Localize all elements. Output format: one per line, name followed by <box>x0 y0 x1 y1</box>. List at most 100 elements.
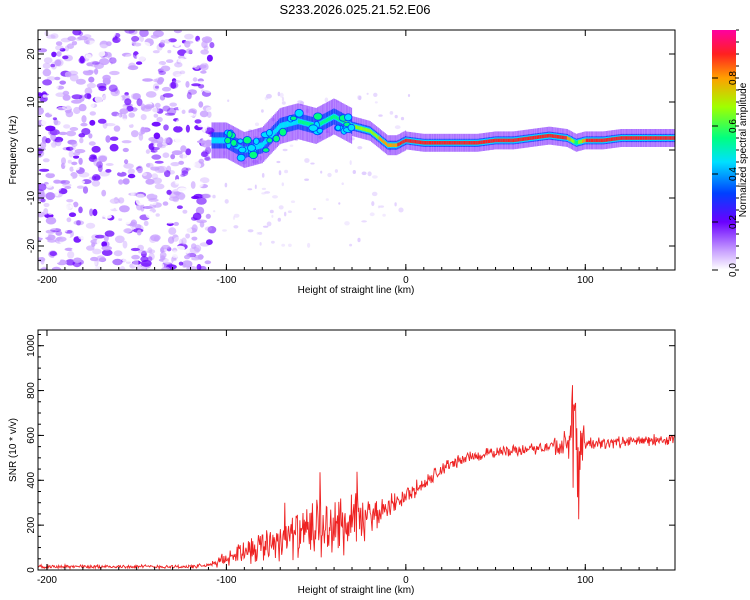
noise-blob <box>173 221 179 226</box>
noise-blob <box>91 145 101 153</box>
noise-blob <box>135 197 146 206</box>
y-tick-label: 800 <box>26 382 37 399</box>
colorbar-ticks: 0.0 0.2 0.4 0.6 0.8 <box>712 29 739 277</box>
ridge-blob <box>237 138 244 144</box>
noise-blob <box>371 191 378 197</box>
noise-blob <box>87 40 96 45</box>
noise-blob <box>112 258 123 266</box>
noise-blob <box>146 30 153 36</box>
noise-blob <box>122 257 133 263</box>
noise-blob <box>181 212 190 220</box>
noise-blob <box>174 137 183 143</box>
noise-blob <box>78 57 86 64</box>
noise-blob <box>147 256 153 262</box>
noise-blob <box>185 167 191 171</box>
noise-blob <box>102 103 110 109</box>
noise-blob <box>170 154 176 160</box>
spectrogram-y-ticks: -20 -10 0 10 20 <box>26 29 675 271</box>
noise-blob <box>259 242 262 246</box>
noise-blob <box>141 51 148 57</box>
noise-blob <box>131 45 138 51</box>
noise-blob <box>109 70 120 76</box>
noise-blob <box>278 205 284 210</box>
y-tick-label: 10 <box>26 96 37 108</box>
noise-blob <box>101 245 112 251</box>
noise-blob <box>64 175 73 180</box>
noise-blob <box>73 220 85 226</box>
noise-blob <box>361 171 367 176</box>
noise-blob <box>164 137 170 144</box>
noise-blob <box>59 204 68 212</box>
noise-blob <box>136 61 143 65</box>
noise-blob <box>138 133 144 141</box>
noise-blob <box>111 111 120 117</box>
noise-blob <box>206 239 213 246</box>
noise-blob <box>51 266 62 270</box>
noise-blob <box>150 166 160 171</box>
noise-blob <box>324 97 329 103</box>
noise-blob <box>121 218 132 225</box>
colorbar-tick-label: 0.4 <box>728 167 739 181</box>
noise-blob <box>146 117 152 124</box>
noise-blob <box>162 105 171 112</box>
noise-blob <box>379 205 385 208</box>
noise-blob <box>98 221 108 229</box>
noise-blob <box>170 162 180 167</box>
noise-blob <box>67 251 75 259</box>
noise-blob <box>161 86 172 92</box>
noise-blob <box>60 180 70 185</box>
noise-blob <box>122 240 128 249</box>
noise-blob <box>92 61 100 65</box>
noise-blob <box>42 158 50 163</box>
noise-blob <box>65 247 73 251</box>
noise-blob <box>73 201 79 208</box>
noise-blob <box>185 249 191 254</box>
noise-blob <box>177 182 185 187</box>
noise-blob <box>224 199 229 204</box>
noise-blob <box>191 243 197 250</box>
noise-blob <box>256 232 259 235</box>
noise-blob <box>154 102 161 108</box>
noise-blob <box>97 164 103 173</box>
noise-blob <box>170 81 177 89</box>
noise-blob <box>98 214 105 218</box>
noise-blob <box>63 124 71 129</box>
noise-blob <box>163 124 169 131</box>
noise-blob <box>183 102 192 106</box>
noise-blob <box>128 112 135 118</box>
colorbar: 0.0 0.2 0.4 0.6 0.8 Normalized spectral ampl… <box>712 29 749 277</box>
noise-blob <box>184 40 191 48</box>
noise-blob <box>110 136 119 141</box>
noise-blob <box>179 32 190 37</box>
noise-blob <box>175 119 181 127</box>
noise-blob <box>94 62 104 69</box>
noise-blob <box>82 205 92 210</box>
noise-blob <box>101 189 107 197</box>
noise-blob <box>64 45 70 52</box>
noise-blob <box>200 173 206 179</box>
x-tick-label: -100 <box>216 575 236 586</box>
noise-blob <box>164 210 174 217</box>
snr-frame <box>37 329 676 571</box>
noise-blob <box>182 209 188 214</box>
noise-blob <box>146 163 151 168</box>
noise-blob <box>140 103 146 111</box>
noise-blob <box>157 197 163 201</box>
noise-blob <box>151 241 157 249</box>
noise-blob <box>173 126 183 133</box>
noise-blob <box>105 123 116 127</box>
noise-blob <box>51 142 57 148</box>
noise-blob <box>151 147 160 151</box>
noise-blob <box>131 130 139 138</box>
ridge-blob <box>266 137 273 144</box>
noise-blob <box>140 41 151 48</box>
noise-blob <box>155 254 160 261</box>
noise-blob <box>43 57 53 64</box>
noise-blob <box>185 233 191 239</box>
noise-blob <box>159 251 167 259</box>
noise-blob <box>121 140 132 144</box>
noise-blob <box>56 112 63 118</box>
noise-blob <box>174 179 180 185</box>
noise-blob <box>69 73 79 82</box>
noise-blob <box>265 93 272 99</box>
